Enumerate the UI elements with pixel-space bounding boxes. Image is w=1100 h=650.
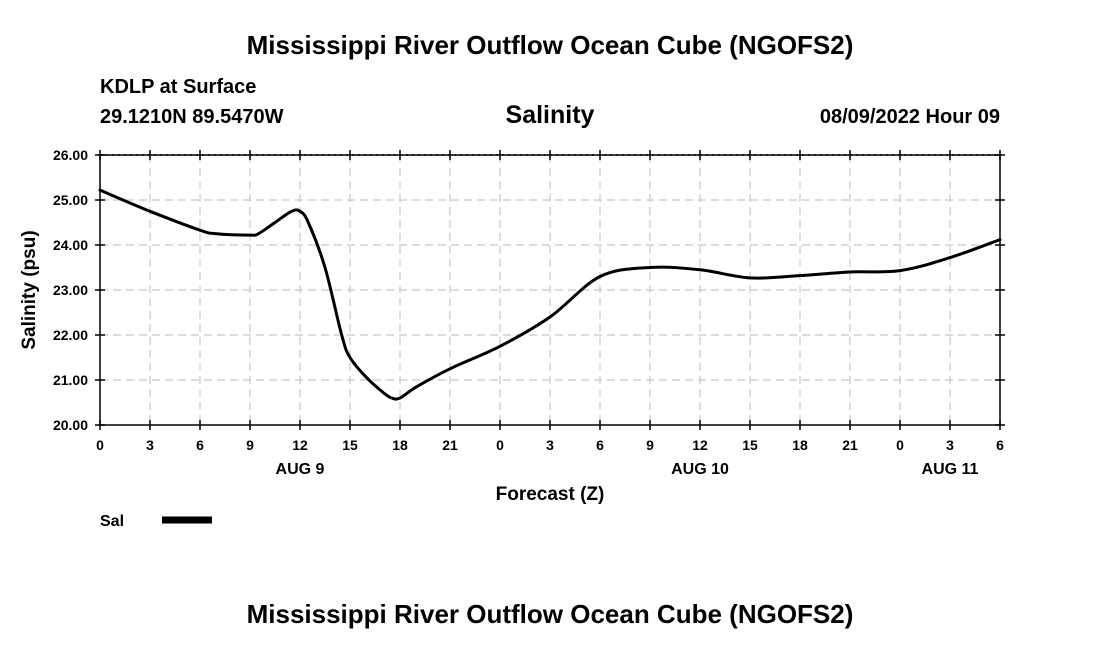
main-title: Mississippi River Outflow Ocean Cube (NG… (246, 30, 854, 60)
y-tick-label: 24.00 (53, 237, 88, 253)
y-axis-title: Salinity (psu) (19, 230, 40, 349)
day-label: AUG 11 (922, 461, 979, 478)
forecast-datetime: 08/09/2022 Hour 09 (819, 106, 1000, 128)
x-tick-label: 0 (496, 437, 504, 453)
chart-subtitle: Salinity (505, 101, 595, 129)
x-tick-label: 15 (342, 437, 358, 453)
x-tick-label: 12 (692, 437, 708, 453)
x-tick-label: 9 (246, 437, 254, 453)
x-tick-label: 6 (196, 437, 204, 453)
day-label: AUG 9 (276, 461, 325, 478)
series-line-sal (98, 188, 1002, 401)
y-tick-label: 20.00 (53, 417, 88, 433)
day-labels: AUG 9 AUG 10 AUG 11 (276, 461, 979, 478)
y-tick-label: 21.00 (53, 372, 88, 388)
legend: Sal (100, 513, 212, 530)
x-tick-label: 6 (996, 437, 1004, 453)
x-tick-label: 12 (292, 437, 308, 453)
day-label: AUG 10 (671, 461, 729, 478)
x-tick-label: 6 (596, 437, 604, 453)
y-tick-label: 26.00 (53, 147, 88, 163)
y-tick-label: 25.00 (53, 192, 88, 208)
x-tick-label: 15 (742, 437, 758, 453)
x-tick-label: 21 (442, 437, 458, 453)
x-tick-label: 3 (146, 437, 154, 453)
y-axis-tick-labels: 20.00 21.00 22.00 23.00 24.00 25.00 26.00 (53, 147, 88, 433)
bottom-title: Mississippi River Outflow Ocean Cube (NG… (246, 599, 854, 629)
x-tick-label: 18 (792, 437, 808, 453)
x-tick-label: 18 (392, 437, 408, 453)
y-tick-label: 23.00 (53, 282, 88, 298)
x-tick-label: 0 (896, 437, 904, 453)
station-coordinates: 29.1210N 89.5470W (100, 106, 284, 128)
grid (100, 154, 1000, 425)
x-axis-title: Forecast (Z) (496, 484, 605, 505)
x-tick-label: 3 (546, 437, 554, 453)
legend-label: Sal (100, 513, 124, 530)
y-tick-label: 22.00 (53, 327, 88, 343)
axis-ticks (95, 150, 1005, 430)
x-tick-label: 9 (646, 437, 654, 453)
station-label: KDLP at Surface (100, 76, 257, 98)
x-tick-label: 21 (842, 437, 858, 453)
x-axis-tick-labels: 0 3 6 9 12 15 18 21 0 3 6 9 12 15 18 21 0 3 6 (96, 437, 1004, 453)
x-tick-label: 3 (946, 437, 954, 453)
x-tick-label: 0 (96, 437, 104, 453)
